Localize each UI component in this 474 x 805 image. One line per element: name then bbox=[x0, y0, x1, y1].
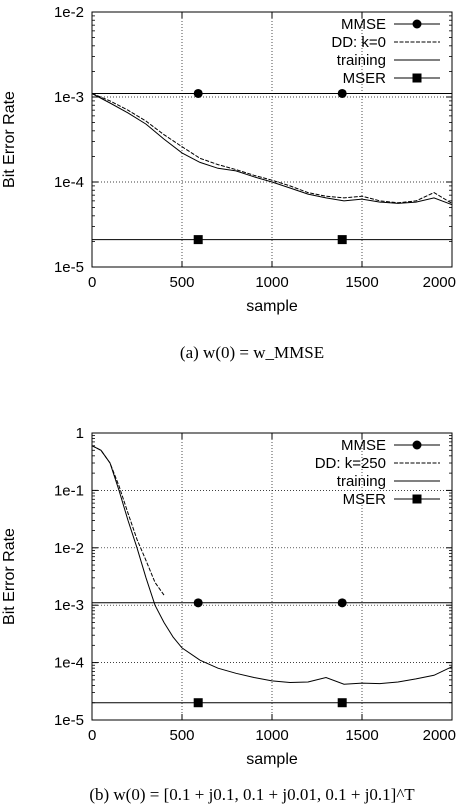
y-tick-label: 1e-5 bbox=[54, 712, 84, 729]
x-tick-label: 500 bbox=[169, 727, 194, 744]
x-tick-label: 1500 bbox=[345, 274, 378, 291]
x-tick-label: 2000 bbox=[423, 274, 456, 291]
legend-marker bbox=[412, 19, 422, 29]
series-line-training bbox=[91, 445, 453, 685]
x-tick-label: 2000 bbox=[423, 727, 456, 744]
series-marker-mmse bbox=[193, 88, 203, 98]
x-axis-label: sample bbox=[246, 751, 298, 768]
legend-marker bbox=[412, 440, 422, 450]
series-line-dd-k-0 bbox=[91, 93, 453, 204]
series-marker-mser bbox=[193, 698, 203, 708]
y-tick-label: 1e-5 bbox=[54, 259, 84, 276]
series-marker-mser bbox=[193, 235, 203, 245]
legend-label: DD: k=0 bbox=[331, 34, 386, 51]
x-tick-label: 500 bbox=[169, 274, 194, 291]
figure-caption: (b) w(0) = [0.1 + j0.1, 0.1 + j0.01, 0.1… bbox=[89, 785, 415, 804]
chart-panel-b: 0 500 1000 1500 2000 1e-5 1e-4 1e-3 1e-2 1e-1 1 sam… bbox=[1, 425, 456, 804]
y-axis-label: Bit Error Rate bbox=[1, 91, 18, 188]
y-tick-label: 1e-4 bbox=[54, 174, 84, 191]
legend-label: MMSE bbox=[341, 16, 386, 33]
x-tick-label: 1000 bbox=[255, 727, 288, 744]
series-marker-mmse bbox=[337, 88, 347, 98]
series-marker-mser bbox=[337, 698, 347, 708]
y-tick-label: 1e-2 bbox=[54, 4, 84, 21]
legend-label: MSER bbox=[343, 491, 387, 508]
y-tick-label: 1e-3 bbox=[54, 89, 84, 106]
figure-caption: (a) w(0) = w_MMSE bbox=[180, 343, 324, 362]
series-marker-mmse bbox=[193, 598, 203, 608]
legend-marker bbox=[412, 73, 422, 83]
series-line-dd-k-250 bbox=[91, 445, 165, 596]
y-tick-label: 1e-1 bbox=[54, 482, 84, 499]
y-tick-label: 1e-4 bbox=[54, 655, 84, 672]
x-tick-label: 1000 bbox=[255, 274, 288, 291]
legend-label: training bbox=[337, 473, 386, 490]
x-tick-label: 0 bbox=[88, 727, 96, 744]
series-marker-mser bbox=[337, 235, 347, 245]
legend-label: training bbox=[337, 52, 386, 69]
series-marker-mmse bbox=[337, 598, 347, 608]
series-line-training bbox=[91, 93, 453, 206]
legend-label: MMSE bbox=[341, 437, 386, 454]
x-tick-label: 1500 bbox=[345, 727, 378, 744]
legend-label: MSER bbox=[343, 70, 387, 87]
chart-panel-a: 0 500 1000 1500 2000 1e-5 1e-4 1e-3 1e-2 sample Bi… bbox=[1, 4, 456, 362]
y-tick-label: 1e-3 bbox=[54, 597, 84, 614]
y-tick-label: 1e-2 bbox=[54, 540, 84, 557]
x-axis-label: sample bbox=[246, 298, 298, 315]
y-axis-label: Bit Error Rate bbox=[1, 528, 18, 625]
y-tick-label: 1 bbox=[76, 425, 84, 442]
x-tick-label: 0 bbox=[88, 274, 96, 291]
legend-marker bbox=[412, 494, 422, 504]
legend-label: DD: k=250 bbox=[315, 455, 386, 472]
